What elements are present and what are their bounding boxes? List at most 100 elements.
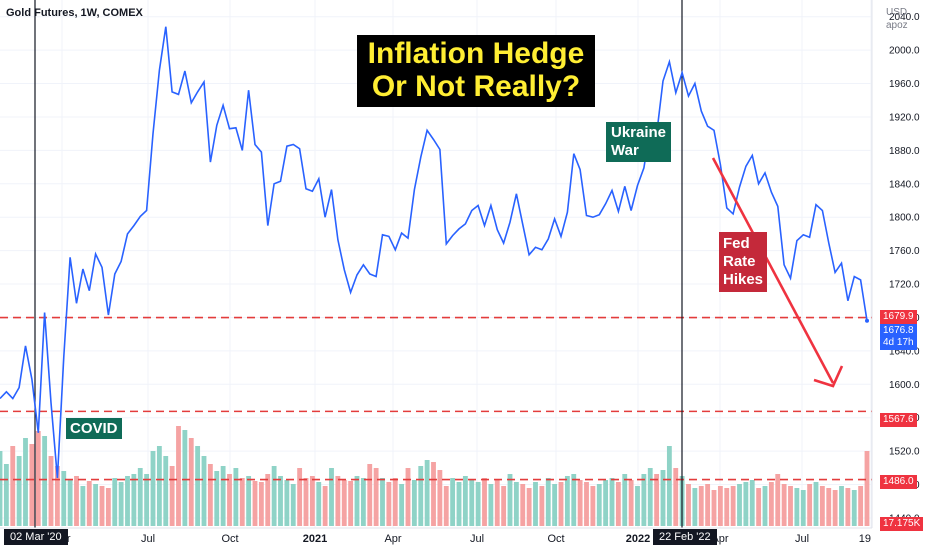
volume-bar [54,466,60,526]
volume-bar [16,456,22,526]
event-marker-lines [34,0,683,528]
y-tick-label: 2040.0 [889,12,920,23]
volume-bar [431,462,436,526]
volume-bar [195,446,201,526]
volume-bar [278,476,283,526]
volume-bar [711,490,717,526]
volume-bar [488,484,494,526]
volume-bar [558,482,564,526]
volume-bar [705,484,711,526]
y-tick-label: 2000.0 [889,46,920,57]
volume-bar [717,486,723,526]
volume-bar [10,446,16,526]
volume-bar [61,471,67,526]
volume-bar [533,482,538,526]
volume-bar [137,468,143,526]
volume-bar [418,466,424,526]
volume-bar [450,478,456,526]
volume-bar [513,482,519,526]
volume-bar [290,484,296,526]
volume-bar [392,478,398,526]
volume-bar [201,456,207,526]
volume-bar [520,484,526,526]
volume-bar [501,486,507,526]
volume-bar [749,480,755,526]
volume-bar [297,468,303,526]
volume-bar [316,482,322,526]
title-line-1: Inflation Hedge [367,37,585,70]
volume-bar [826,488,832,526]
volume-bar [252,481,258,526]
volume-bar [42,436,48,526]
volume-bar [367,464,373,526]
volume-bar [469,480,475,526]
volume-bar [813,482,819,526]
volume-bar [794,488,800,526]
volume-bar [819,486,825,526]
fed-arrow-shaft [711,157,835,384]
volume-bar [214,471,220,526]
volume-bar [851,490,857,526]
volume-bar [48,456,54,526]
volume-bar [207,464,213,526]
volume-bar [526,488,532,526]
bar-countdown: 4d 17h [883,337,914,348]
volume-bar [673,468,679,526]
ukraine-line-2: War [611,142,639,159]
volume-bar [150,451,156,526]
volume-bar [800,490,806,526]
volume-tag: 17.175K [880,517,924,531]
volume-bar [169,466,175,526]
volume-bar [399,484,405,526]
volume-bar [373,468,379,526]
volume-bar [641,474,647,526]
y-tick-label: 1920.0 [889,112,920,123]
y-tick-label: 1720.0 [889,280,920,291]
volume-bar [584,482,589,526]
volume-bar [590,486,596,526]
volume-bar [864,451,870,526]
volume-bar [564,476,570,526]
volume-bar [144,474,150,526]
last-price-point [865,318,869,323]
title-line-2: Or Not Really? [371,70,581,103]
volume-bar [756,488,762,526]
volume-bar [239,478,245,526]
volume-bar [622,474,628,526]
volume-bar [3,464,9,526]
volume-bar [462,476,468,526]
current-price: 1676.8 [883,325,914,336]
fed-line-2: Rate [723,253,756,270]
volume-bar [341,480,347,526]
volume-bar [258,482,264,526]
volume-bar [775,474,781,526]
volume-bar [482,478,487,526]
x-tick-label: Apr [384,533,401,545]
volume-bar [692,488,698,526]
volume-bar [628,480,634,526]
volume-bar [131,474,137,526]
volume-bar [265,474,271,526]
volume-bar [322,486,328,526]
currency-code: USD [886,7,908,18]
x-tick-label: 2022 [626,533,650,545]
dashed-levels [0,316,872,481]
volume-bar [23,438,28,526]
volume-bar [405,468,411,526]
ukraine-date-marker: 22 Feb '22 [653,529,717,545]
volume-bar [411,480,417,526]
volume-bar [118,482,124,526]
volume-bar [762,486,768,526]
fed-arrow [711,157,869,388]
volume-bar [93,484,99,526]
volume-bar [743,482,749,526]
volume-bar [80,486,86,526]
fed-arrow-head [813,365,844,388]
volume-bar [666,446,672,526]
volume-bar [539,486,545,526]
x-tick-label: Oct [547,533,564,545]
volume-bar [329,468,334,526]
fed-rate-hikes-annotation: Fed Rate Hikes [719,232,768,292]
y-tick-label: 1520.0 [889,447,920,458]
